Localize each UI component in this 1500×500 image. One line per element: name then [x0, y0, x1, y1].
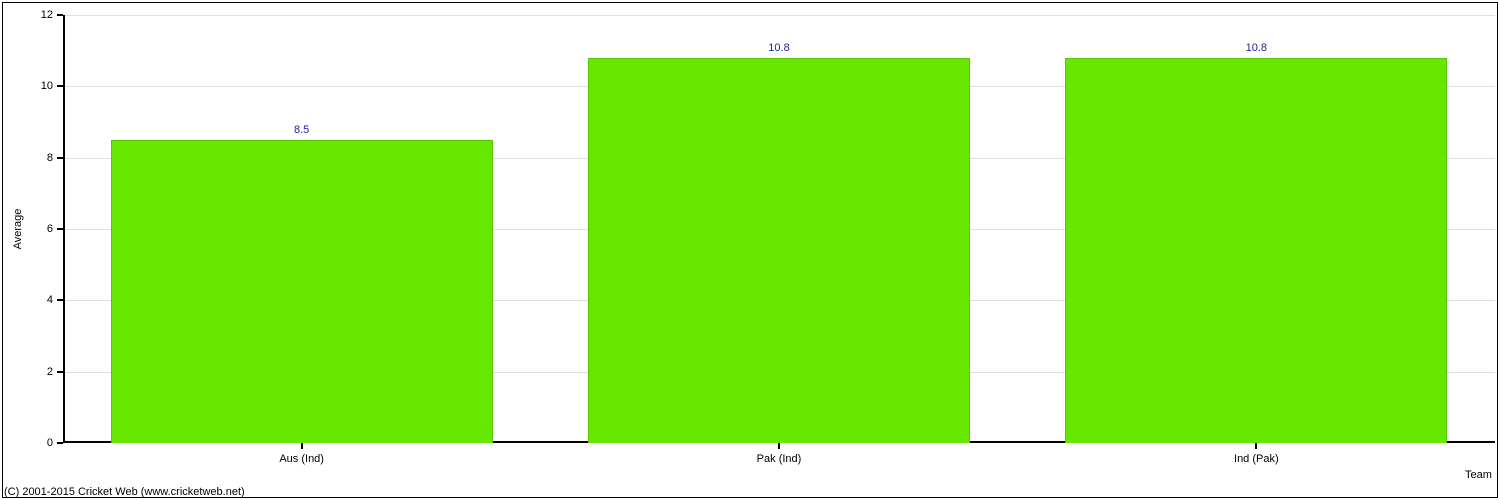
y-axis-line [63, 15, 65, 443]
x-tick-label: Pak (Ind) [757, 443, 802, 465]
y-tick-label: 10 [41, 80, 63, 92]
bar-value-label: 10.8 [1246, 42, 1267, 58]
x-tick-label: Ind (Pak) [1234, 443, 1279, 465]
y-tick-label: 12 [41, 9, 63, 21]
x-axis-title: Team [1465, 469, 1492, 481]
bar-value-label: 8.5 [294, 124, 309, 140]
y-axis-title: Average [12, 209, 24, 250]
copyright-text: (C) 2001-2015 Cricket Web (www.cricketwe… [4, 486, 245, 498]
bar-value-label: 10.8 [768, 42, 789, 58]
y-tick-label: 4 [47, 294, 63, 306]
x-tick-label: Aus (Ind) [279, 443, 324, 465]
y-tick-label: 6 [47, 223, 63, 235]
plot-area: 8.510.810.8 024681012 Aus (Ind)Pak (Ind)… [63, 15, 1495, 443]
gridline [63, 15, 1495, 16]
bar [1065, 58, 1447, 443]
y-tick-label: 0 [47, 437, 63, 449]
bar [111, 140, 493, 443]
y-tick-label: 8 [47, 152, 63, 164]
bar [588, 58, 970, 443]
y-tick-label: 2 [47, 366, 63, 378]
chart-frame: 8.5 10.8 10.8 0 2 4 6 8 10 12 Aus (Ind) Pak (Ind)… [2, 2, 1498, 498]
